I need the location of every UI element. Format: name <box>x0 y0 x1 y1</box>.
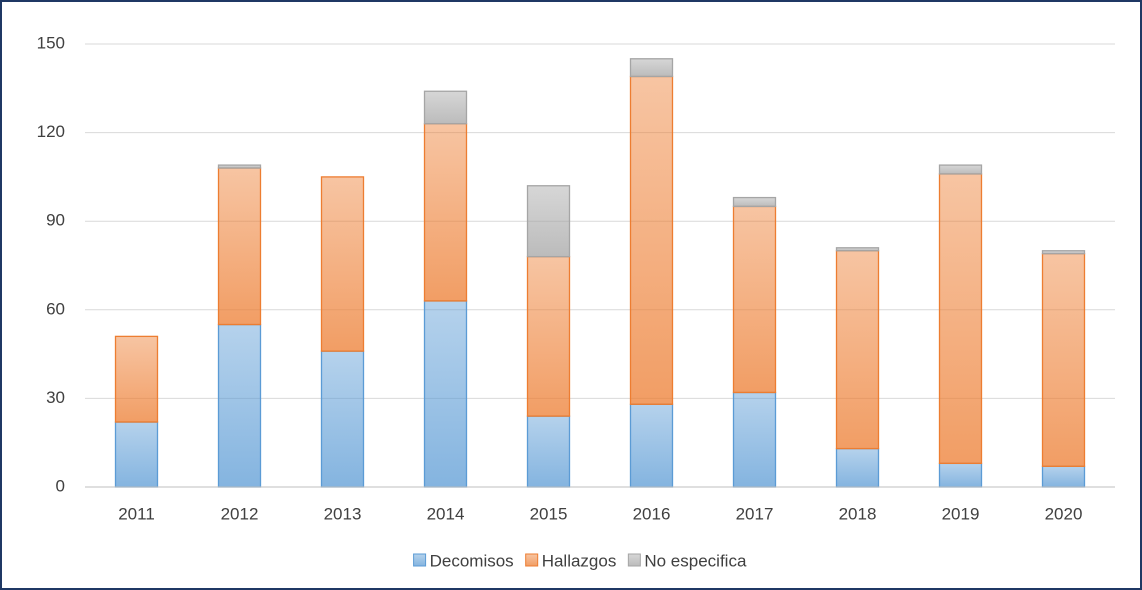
x-tick-label: 2019 <box>942 504 980 523</box>
bar-segment <box>835 247 880 252</box>
legend-swatch <box>627 553 641 567</box>
bar-segment <box>1041 250 1086 255</box>
bar-segment <box>526 255 571 417</box>
bar-segment <box>114 335 159 423</box>
bar-segment <box>423 90 468 125</box>
y-tick-label: 120 <box>37 122 65 141</box>
bar-segment <box>526 185 571 258</box>
y-tick-label: 60 <box>46 299 65 318</box>
bar-segment <box>217 167 262 326</box>
x-tick-label: 2015 <box>530 504 568 523</box>
bar-segment <box>629 403 674 488</box>
bar-segment <box>938 173 983 465</box>
bar-segment <box>320 350 365 488</box>
y-tick-label: 30 <box>46 388 65 407</box>
x-tick-label: 2012 <box>221 504 259 523</box>
bar-segment <box>1041 465 1086 488</box>
x-tick-label: 2011 <box>118 504 155 523</box>
bar-segment <box>423 123 468 302</box>
x-tick-label: 2014 <box>427 504 465 523</box>
bar-segment <box>732 196 777 208</box>
legend-label: Decomisos <box>430 551 514 570</box>
bar-segment <box>114 421 159 488</box>
y-tick-label: 0 <box>56 476 65 495</box>
bar-segment <box>732 205 777 394</box>
legend-swatch <box>413 553 427 567</box>
bar-segment <box>629 58 674 78</box>
bar-segment <box>938 462 983 488</box>
x-tick-label: 2016 <box>633 504 671 523</box>
legend-label: Hallazgos <box>542 551 617 570</box>
bar-segment <box>217 164 262 169</box>
y-tick-label: 90 <box>46 211 65 230</box>
bar-segment <box>217 323 262 488</box>
bar-segment <box>526 415 571 488</box>
x-tick-label: 2013 <box>324 504 362 523</box>
bar-segment <box>732 391 777 488</box>
x-tick-label: 2018 <box>839 504 877 523</box>
bar-segment <box>835 250 880 450</box>
bar-segment <box>835 447 880 488</box>
bar-segment <box>423 300 468 488</box>
bar-segment <box>1041 253 1086 467</box>
legend-label: No especifica <box>644 551 747 570</box>
bar-segment <box>938 164 983 175</box>
y-tick-label: 150 <box>37 33 65 52</box>
x-tick-label: 2017 <box>736 504 774 523</box>
x-tick-label: 2020 <box>1045 504 1083 523</box>
legend-swatch <box>525 553 539 567</box>
bar-segment <box>320 176 365 352</box>
bar-segment <box>629 75 674 405</box>
